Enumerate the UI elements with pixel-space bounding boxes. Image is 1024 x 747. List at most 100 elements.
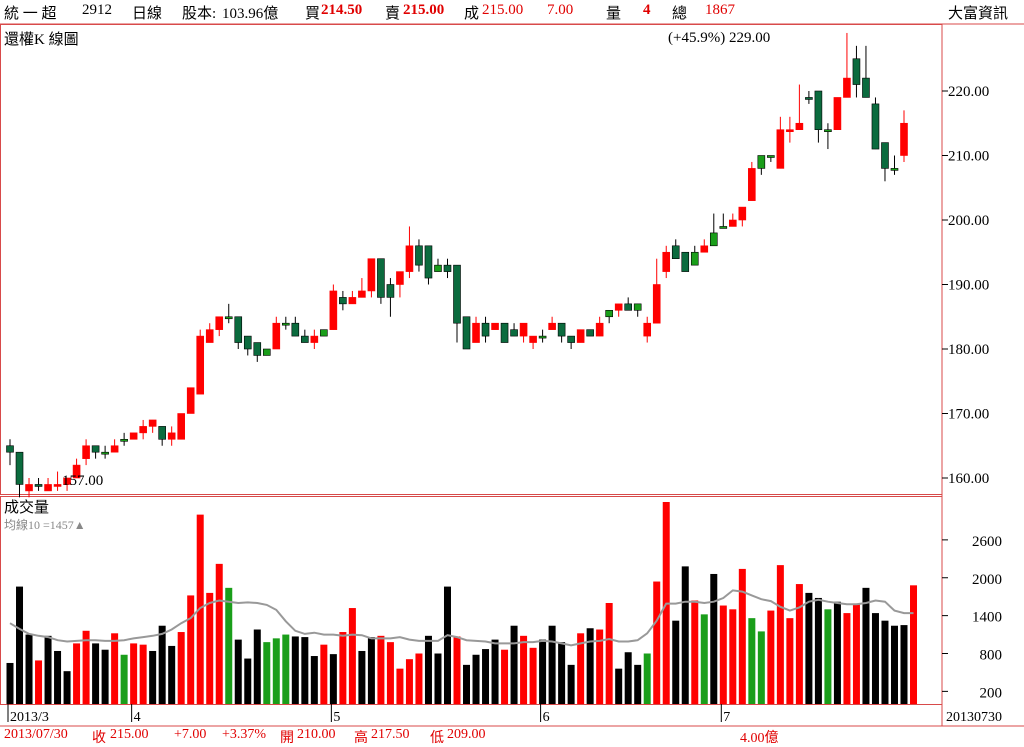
volume-tick-label: 2600 [972,534,1002,550]
candle-body [367,258,376,292]
volume-bar [54,650,62,704]
volume-bar [871,613,879,704]
candle-body [624,303,632,311]
volume-bar [491,639,499,704]
candle-body [595,322,604,337]
volume-bar [738,568,746,704]
volume-bar [158,625,166,704]
candle-body [101,451,109,455]
period-label: 日線 [132,6,163,22]
candle-body [282,322,290,326]
candle-body [824,129,832,132]
date-tick-label: 5 [333,710,340,725]
volume-bar [291,636,299,704]
candle-body [82,445,90,459]
low-annotation: 157.00 [62,473,103,489]
candle-body [719,226,728,229]
candle-body [500,322,509,343]
candle-body [424,245,433,279]
candle-body [862,77,870,98]
volume-bar [73,643,81,704]
candle-body [348,297,357,305]
volume-bar [653,581,661,704]
volume-bar [472,654,480,704]
candle-body [814,90,823,131]
volume-bar [501,649,509,704]
volume-bar [605,603,613,704]
volume-series [6,502,918,704]
volume-bar [615,668,623,704]
end-date-label: 20130730 [946,710,1002,725]
candle-body [700,245,709,253]
stock-name: 統 一 超 [4,6,57,22]
candle-body [462,316,471,350]
volume-bar [358,650,366,704]
candle-body [243,335,252,350]
candle-body [795,122,804,130]
price-tick-label: 190.00 [948,278,989,294]
price-tick-label: 170.00 [948,407,989,423]
date-tick-label: 4 [134,710,141,725]
candle-body [6,445,14,453]
footer-date: 2013/07/30 [4,727,68,742]
candle-body [377,258,385,298]
volume-bar [101,649,109,704]
quote-header-bar: 統 一 超 2912 日線 股本: 103.96億 買 214.50 賣 215… [0,0,1024,24]
volume-bar [729,609,737,704]
stock-code: 2912 [82,2,112,18]
candle-body [643,322,652,337]
footer-low: 209.00 [447,727,486,742]
volume-bar [548,625,556,704]
volume-tick-label: 1400 [972,610,1002,626]
volume-bar [748,618,756,704]
volume-bar [6,662,14,704]
footer-high-label: 高 [354,731,368,746]
volume-bar [852,604,860,704]
volume-bar [44,635,52,704]
candle-body [852,58,861,85]
brand-name: 大富資訊 [948,6,1009,22]
date-tick-label: 6 [543,710,550,725]
candle-body [671,245,680,260]
candle-body [900,122,908,156]
volume-bar [244,658,252,704]
volume-bar [577,633,585,704]
candle-body [748,168,756,201]
candle-body [805,97,813,100]
candle-body [148,419,157,427]
footer-open-label: 開 [280,731,294,746]
volume-bar [596,629,604,704]
volume-tick-label: 800 [980,648,1003,664]
candle-body [605,309,613,318]
candle-body [662,251,671,272]
bid-label: 買 [305,6,321,22]
volume-bar [424,635,432,704]
candle-body [890,168,899,171]
candle-body [177,413,185,440]
candle-body [396,271,404,285]
footer-amount: 4.00億 [740,731,779,746]
candle-body [253,342,262,356]
candle-body [652,284,661,324]
candle-body [386,284,395,298]
candle-body [548,322,556,330]
volume-bar [329,654,337,704]
candle-body [881,142,889,169]
total-value: 1867 [705,2,735,18]
volume-bar [558,642,566,704]
volume-value: 4 [643,2,651,18]
volume-bar [795,584,803,704]
volume-bar [434,653,442,704]
volume-bar [805,592,813,704]
volume-bar [681,566,689,704]
date-tick-label: 2013/3 [10,710,49,725]
price-tick-label: 180.00 [948,342,989,358]
volume-bar [386,642,394,704]
volume-bar [862,587,870,704]
volume-bar [263,642,271,704]
candle-body [519,322,528,337]
footer-high: 217.50 [371,727,410,742]
candle-body [833,97,842,130]
candle-body [129,432,138,440]
price-tick-label: 160.00 [948,471,989,487]
